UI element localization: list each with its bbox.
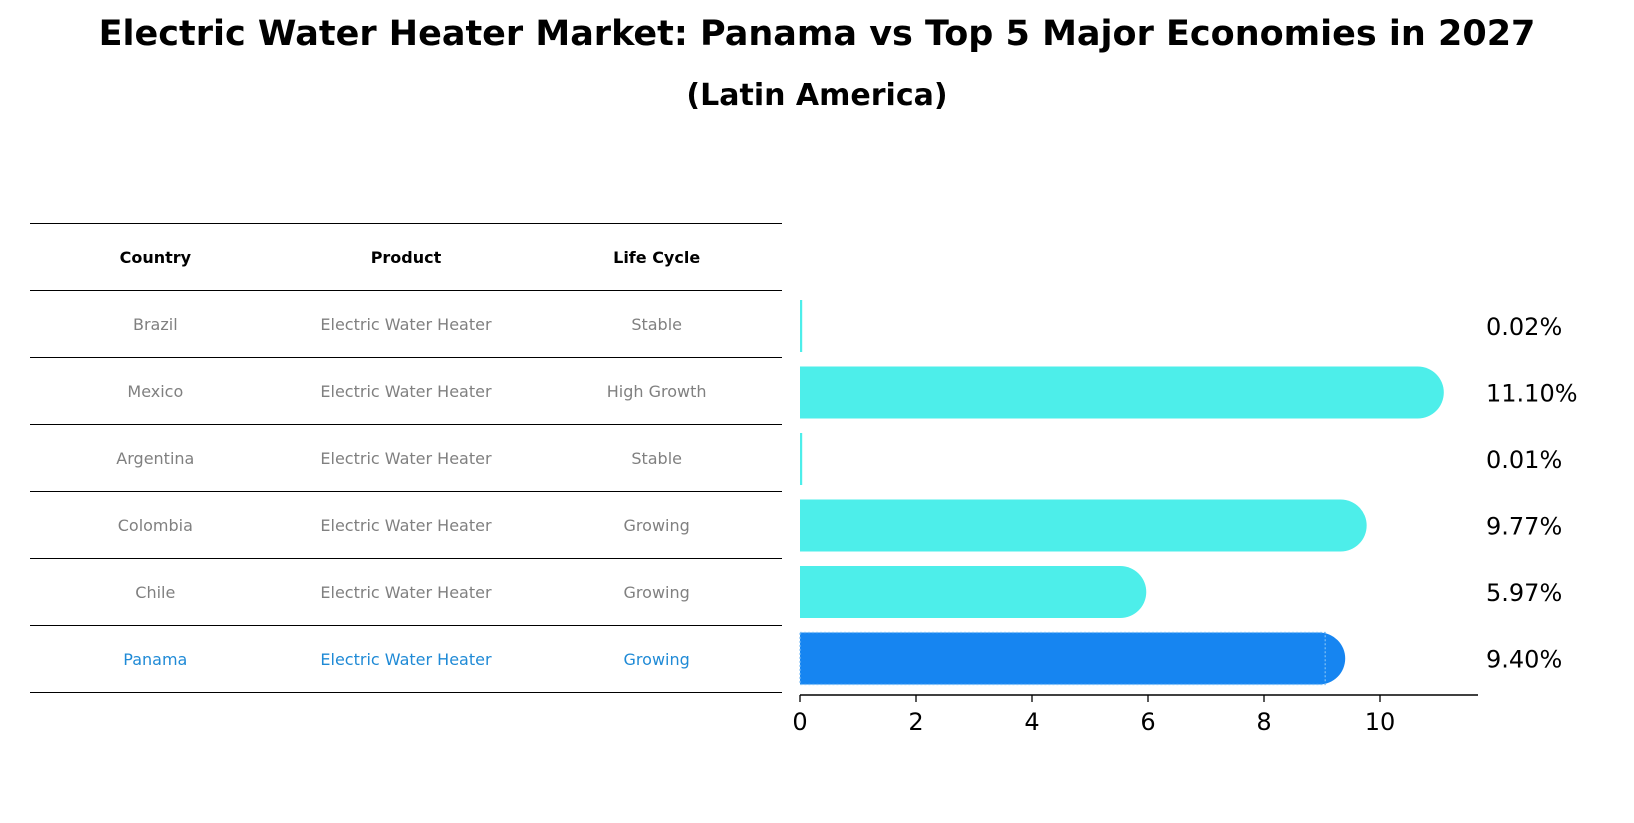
product-cell: Electric Water Heater — [280, 424, 532, 492]
product-cell: Electric Water Heater — [280, 357, 532, 425]
data-label-colombia: 9.77% — [1486, 513, 1562, 541]
bar-chart: 0.02% 11.10% 0.01% 9.77% 5.97% 9.40% 0 2 4 6 8 10 — [792, 300, 1578, 736]
life-cycle-cell: Growing — [531, 558, 782, 626]
life-cycle-cell: High Growth — [531, 357, 782, 425]
product-cell: Electric Water Heater — [280, 625, 532, 693]
table-row: Argentina Electric Water Heater Stable — [30, 424, 782, 492]
chart-subtitle: (Latin America) — [686, 78, 948, 113]
column-header-product: Product — [280, 223, 532, 291]
highlight-outline — [799, 631, 1326, 686]
life-cycle-cell: Growing — [531, 491, 782, 559]
x-tick-label: 0 — [792, 708, 807, 736]
column-header-life-cycle: Life Cycle — [531, 223, 782, 291]
table-header-row: Country Product Life Cycle — [30, 223, 782, 291]
country-cell: Mexico — [30, 357, 281, 425]
country-cell: Argentina — [30, 424, 281, 492]
life-cycle-cell: Stable — [531, 290, 782, 358]
country-cell: Colombia — [30, 491, 281, 559]
country-cell: Panama — [30, 625, 281, 693]
country-cell: Brazil — [30, 290, 281, 358]
life-cycle-cell: Growing — [531, 625, 782, 693]
data-label-chile: 5.97% — [1486, 579, 1562, 607]
data-label-mexico: 11.10% — [1486, 380, 1578, 408]
bar-panama — [800, 632, 1346, 685]
bar-chile — [800, 566, 1147, 618]
bar-brazil — [800, 300, 803, 352]
product-cell: Electric Water Heater — [280, 558, 532, 626]
x-tick-label: 8 — [1256, 708, 1271, 736]
bar-colombia — [800, 499, 1367, 552]
bar-mexico — [800, 366, 1444, 419]
table-row: Brazil Electric Water Heater Stable — [30, 290, 782, 358]
data-label-argentina: 0.01% — [1486, 446, 1562, 474]
x-tick-label: 2 — [908, 708, 923, 736]
data-label-brazil: 0.02% — [1486, 313, 1562, 341]
product-cell: Electric Water Heater — [280, 491, 532, 559]
x-tick-label: 6 — [1140, 708, 1155, 736]
table-row: Colombia Electric Water Heater Growing — [30, 491, 782, 559]
product-cell: Electric Water Heater — [280, 290, 532, 358]
life-cycle-cell: Stable — [531, 424, 782, 492]
x-tick-label: 4 — [1024, 708, 1039, 736]
bar-argentina — [800, 433, 803, 485]
data-label-panama: 9.40% — [1486, 646, 1562, 674]
table-row: Mexico Electric Water Heater High Growth — [30, 357, 782, 425]
table-row-highlighted: Panama Electric Water Heater Growing — [30, 625, 782, 693]
market-table: Country Product Life Cycle Brazil Electr… — [30, 223, 782, 693]
country-cell: Chile — [30, 558, 281, 626]
x-tick-label: 10 — [1365, 708, 1396, 736]
chart-title: Electric Water Heater Market: Panama vs … — [98, 14, 1536, 54]
column-header-country: Country — [30, 223, 281, 291]
table-row: Chile Electric Water Heater Growing — [30, 558, 782, 626]
